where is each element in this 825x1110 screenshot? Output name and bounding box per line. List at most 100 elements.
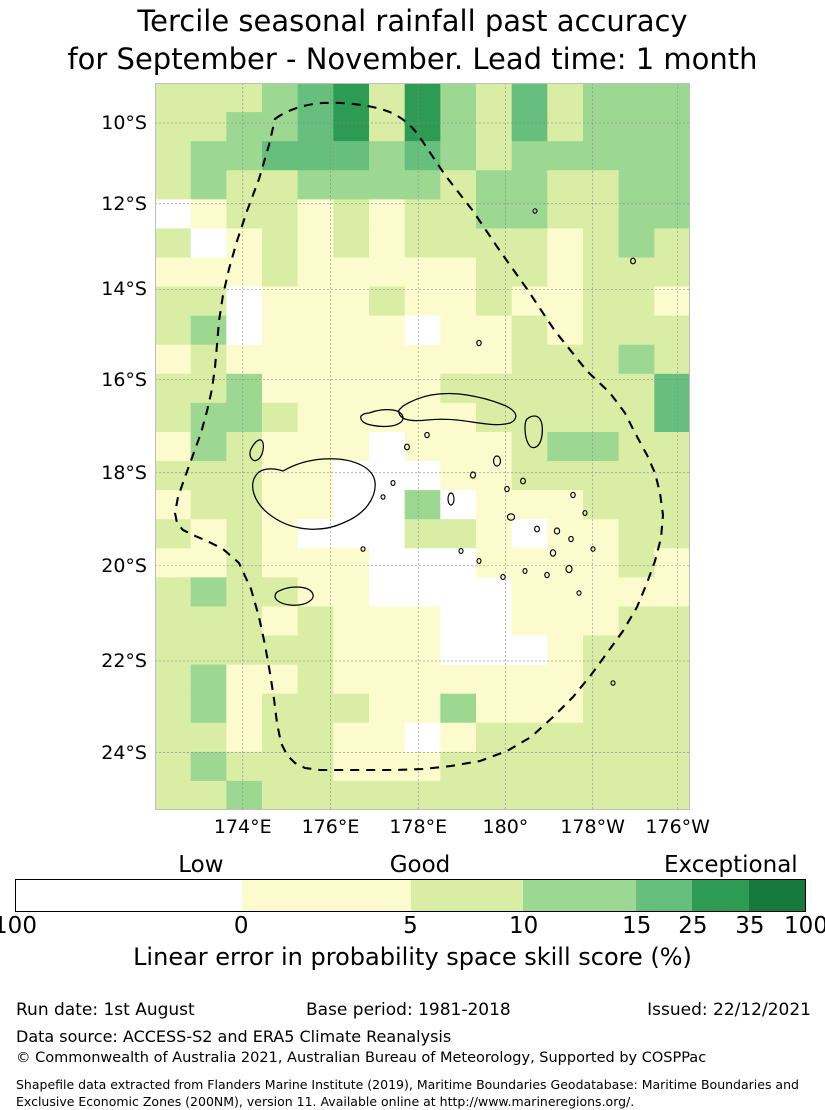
heatmap-cell: [333, 83, 370, 113]
heatmap-cell: [369, 257, 406, 288]
latitude-tick-label: 24°S: [101, 741, 147, 764]
heatmap-cell: [262, 315, 299, 346]
heatmap-cell: [511, 548, 548, 578]
heatmap-cell: [618, 577, 655, 608]
heatmap-cell: [190, 461, 227, 491]
heatmap-cell: [547, 664, 584, 695]
colorbar-segment[interactable]: [16, 880, 242, 911]
heatmap-cell: [618, 722, 655, 753]
colorbar-gradient[interactable]: [15, 879, 806, 912]
heatmap-cell: [226, 402, 263, 433]
heatmap-cell: [404, 548, 441, 578]
heatmap-cell: [511, 83, 548, 113]
heatmap-cell: [583, 519, 620, 549]
heatmap-cell: [369, 519, 406, 549]
heatmap-cell: [583, 722, 620, 753]
heatmap-cell: [654, 344, 690, 375]
heatmap-cell: [511, 112, 548, 142]
heatmap-cell: [440, 344, 477, 375]
heatmap-cell: [333, 141, 370, 171]
heatmap-cell: [226, 286, 263, 317]
heatmap-cell: [190, 170, 227, 200]
heatmap-cell: [226, 344, 263, 375]
heatmap-cell: [654, 257, 690, 288]
heatmap-cell: [297, 286, 334, 317]
heatmap-cell: [618, 751, 655, 782]
heatmap-cell: [190, 490, 227, 520]
heatmap-cell: [369, 722, 406, 753]
copyright-text: © Commonwealth of Australia 2021, Austra…: [16, 1050, 707, 1066]
heatmap-cell: [547, 199, 584, 229]
heatmap-cell: [654, 373, 690, 404]
heatmap-cell: [369, 693, 406, 724]
heatmap-cell: [511, 606, 548, 637]
heatmap-cell: [654, 315, 690, 346]
heatmap-cell: [583, 112, 620, 142]
heatmap-cell: [654, 664, 690, 695]
heatmap-cell: [547, 112, 584, 142]
heatmap-cell: [333, 577, 370, 608]
heatmap-cell: [654, 548, 690, 578]
heatmap-cell: [262, 751, 299, 782]
colorbar-segment[interactable]: [692, 880, 749, 911]
heatmap-cell: [583, 170, 620, 200]
heatmap-cell: [511, 315, 548, 346]
heatmap-cell: [476, 461, 513, 491]
heatmap-cell: [155, 170, 192, 200]
map-canvas: [155, 83, 690, 810]
heatmap-cell: [404, 722, 441, 753]
heatmap-cell: [476, 722, 513, 753]
heatmap-cell: [297, 373, 334, 404]
heatmap-cell: [333, 664, 370, 695]
heatmap-cell: [226, 577, 263, 608]
heatmap-cell: [297, 402, 334, 433]
heatmap-cell: [369, 751, 406, 782]
heatmap-cell: [333, 286, 370, 317]
heatmap-cell: [654, 431, 690, 462]
heatmap-cell: [155, 315, 192, 346]
heatmap-cell: [547, 402, 584, 433]
map-plot-area[interactable]: [155, 83, 690, 810]
heatmap-cell: [654, 228, 690, 259]
heatmap-cell: [190, 780, 227, 810]
colorbar-segment[interactable]: [636, 880, 693, 911]
heatmap-cell: [262, 402, 299, 433]
heatmap-cell: [654, 461, 690, 491]
heatmap-cell: [404, 170, 441, 200]
heatmap-cell: [404, 315, 441, 346]
colorbar-segment[interactable]: [410, 880, 524, 911]
colorbar-legend[interactable]: Low Good Exceptional 100 0 5 10 15 25 35 100 Line…: [0, 852, 825, 971]
heatmap-cell: [618, 83, 655, 113]
heatmap-cell: [583, 344, 620, 375]
heatmap-cell: [476, 548, 513, 578]
heatmap-cell: [297, 490, 334, 520]
heatmap-cell: [333, 257, 370, 288]
longitude-tick-label: 176°E: [301, 816, 360, 838]
heatmap-cell: [476, 141, 513, 171]
heatmap-cell: [404, 373, 441, 404]
heatmap-cell: [511, 693, 548, 724]
colorbar-tick-label: 35: [735, 913, 765, 939]
colorbar-segment[interactable]: [241, 880, 411, 911]
shapefile-attribution: Shapefile data extracted from Flanders M…: [16, 1076, 806, 1110]
heatmap-cell: [654, 606, 690, 637]
heatmap-cell: [547, 431, 584, 462]
colorbar-segment[interactable]: [523, 880, 637, 911]
heatmap-cell: [404, 344, 441, 375]
heatmap-cell: [226, 490, 263, 520]
heatmap-cell: [369, 402, 406, 433]
heatmap-cell: [369, 577, 406, 608]
heatmap-cell: [262, 780, 299, 810]
heatmap-cell: [511, 751, 548, 782]
heatmap-cell: [226, 228, 263, 259]
heatmap-cell: [190, 577, 227, 608]
heatmap-cell: [190, 693, 227, 724]
eez-boundary-dashed: [173, 101, 665, 772]
heatmap-cell: [369, 141, 406, 171]
heatmap-cell: [547, 490, 584, 520]
heatmap-cell: [226, 199, 263, 229]
heatmap-cell: [404, 780, 441, 810]
heatmap-cell: [190, 315, 227, 346]
heatmap-cell: [476, 199, 513, 229]
colorbar-segment[interactable]: [748, 880, 805, 911]
